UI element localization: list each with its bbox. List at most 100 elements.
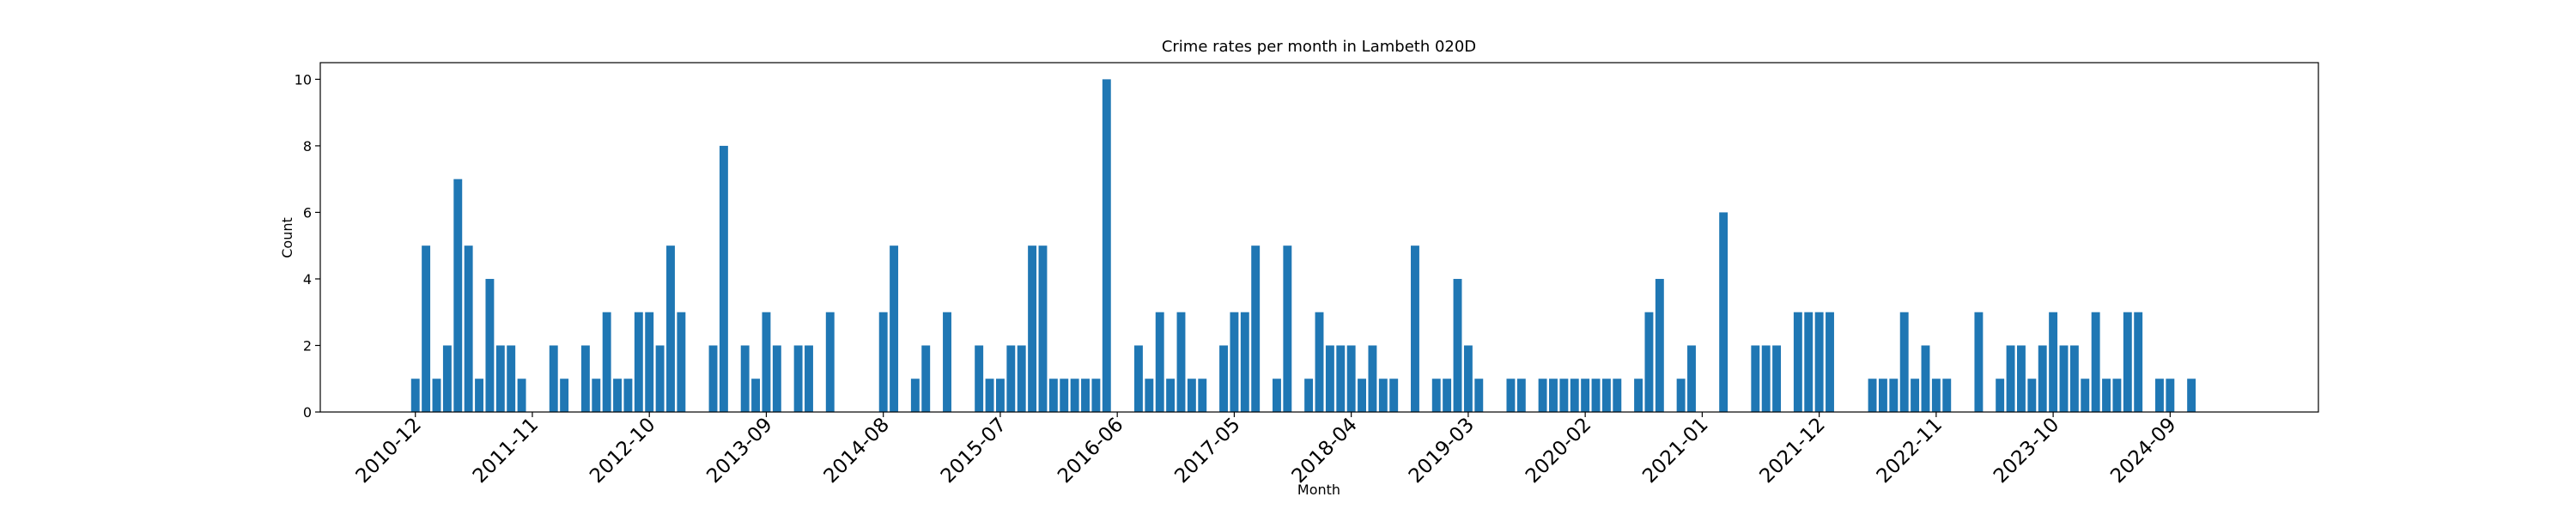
bar xyxy=(751,379,761,412)
y-tick-label: 2 xyxy=(303,337,312,354)
bar xyxy=(1166,379,1176,412)
bar xyxy=(1549,379,1558,412)
plot-frame xyxy=(319,62,2319,413)
bar xyxy=(1644,312,1654,412)
bar xyxy=(1559,379,1569,412)
bar xyxy=(1570,379,1579,412)
bar xyxy=(1198,379,1207,412)
bar xyxy=(1133,345,1143,412)
bar xyxy=(1176,312,1186,412)
bar xyxy=(1613,379,1622,412)
bar xyxy=(910,379,920,412)
bar xyxy=(1878,379,1887,412)
bar xyxy=(495,345,505,412)
bar xyxy=(1358,379,1366,412)
bar xyxy=(719,145,728,412)
bar xyxy=(2134,312,2143,412)
bar xyxy=(1155,312,1164,412)
bar xyxy=(1911,379,1920,412)
bar xyxy=(985,379,994,412)
bar xyxy=(1804,312,1814,412)
bar xyxy=(1091,379,1101,412)
bar xyxy=(453,179,463,412)
bar xyxy=(666,245,675,412)
bar xyxy=(1315,312,1324,412)
bar xyxy=(1038,245,1048,412)
bar xyxy=(1634,379,1643,412)
bar xyxy=(2187,379,2196,412)
bar xyxy=(592,379,601,412)
bar xyxy=(410,379,420,412)
bar xyxy=(1719,212,1728,412)
bar xyxy=(1028,245,1037,412)
bar xyxy=(1219,345,1228,412)
bar xyxy=(1368,345,1377,412)
bar xyxy=(432,379,441,412)
bar xyxy=(1453,278,1462,412)
bar xyxy=(1325,345,1334,412)
bar xyxy=(1389,379,1399,412)
bar xyxy=(921,345,931,412)
bar xyxy=(1538,379,1547,412)
bar xyxy=(1187,379,1196,412)
bar xyxy=(2027,379,2037,412)
bar xyxy=(708,345,718,412)
bar xyxy=(2016,345,2026,412)
bar xyxy=(1996,379,2005,412)
bar xyxy=(1899,312,1909,412)
bar xyxy=(2006,345,2015,412)
bar xyxy=(1516,379,1526,412)
y-tick-label: 0 xyxy=(303,404,312,421)
bar xyxy=(2102,379,2111,412)
bar xyxy=(1283,245,1292,412)
y-axis-label: Count xyxy=(279,217,295,258)
bar xyxy=(805,345,813,412)
bar xyxy=(1676,379,1686,412)
bar xyxy=(1655,278,1664,412)
bar xyxy=(1102,79,1111,412)
bar xyxy=(1601,379,1611,412)
bar xyxy=(1581,379,1590,412)
bar xyxy=(2166,379,2175,412)
bar xyxy=(677,312,686,412)
bar xyxy=(2038,345,2047,412)
bar xyxy=(464,245,473,412)
bar xyxy=(1761,345,1771,412)
bar xyxy=(2049,312,2058,412)
bar xyxy=(549,345,558,412)
bar xyxy=(645,312,654,412)
bar xyxy=(2155,379,2164,412)
bar xyxy=(422,245,431,412)
bar xyxy=(1889,379,1899,412)
bar xyxy=(623,379,633,412)
bar xyxy=(878,312,888,412)
bar xyxy=(1230,312,1239,412)
bar xyxy=(1474,379,1484,412)
bar xyxy=(1006,345,1016,412)
bar xyxy=(740,345,750,412)
bar xyxy=(1921,345,1930,412)
bar xyxy=(825,312,835,412)
bar xyxy=(772,345,781,412)
bar xyxy=(602,312,611,412)
bar xyxy=(2123,312,2132,412)
bar xyxy=(1974,312,1984,412)
bar xyxy=(475,379,483,412)
bar xyxy=(517,379,526,412)
bar xyxy=(485,278,495,412)
bar xyxy=(2069,345,2079,412)
bar xyxy=(442,345,452,412)
bar xyxy=(1826,312,1834,412)
bar xyxy=(1687,345,1696,412)
bar xyxy=(1772,345,1782,412)
bar xyxy=(1793,312,1802,412)
bar xyxy=(634,312,643,412)
bar xyxy=(613,379,623,412)
y-tick-label: 8 xyxy=(303,138,312,154)
bar xyxy=(1145,379,1154,412)
bar xyxy=(2081,379,2090,412)
bar xyxy=(1070,379,1079,412)
bar xyxy=(793,345,803,412)
bar xyxy=(975,345,984,412)
bar xyxy=(1942,379,1952,412)
